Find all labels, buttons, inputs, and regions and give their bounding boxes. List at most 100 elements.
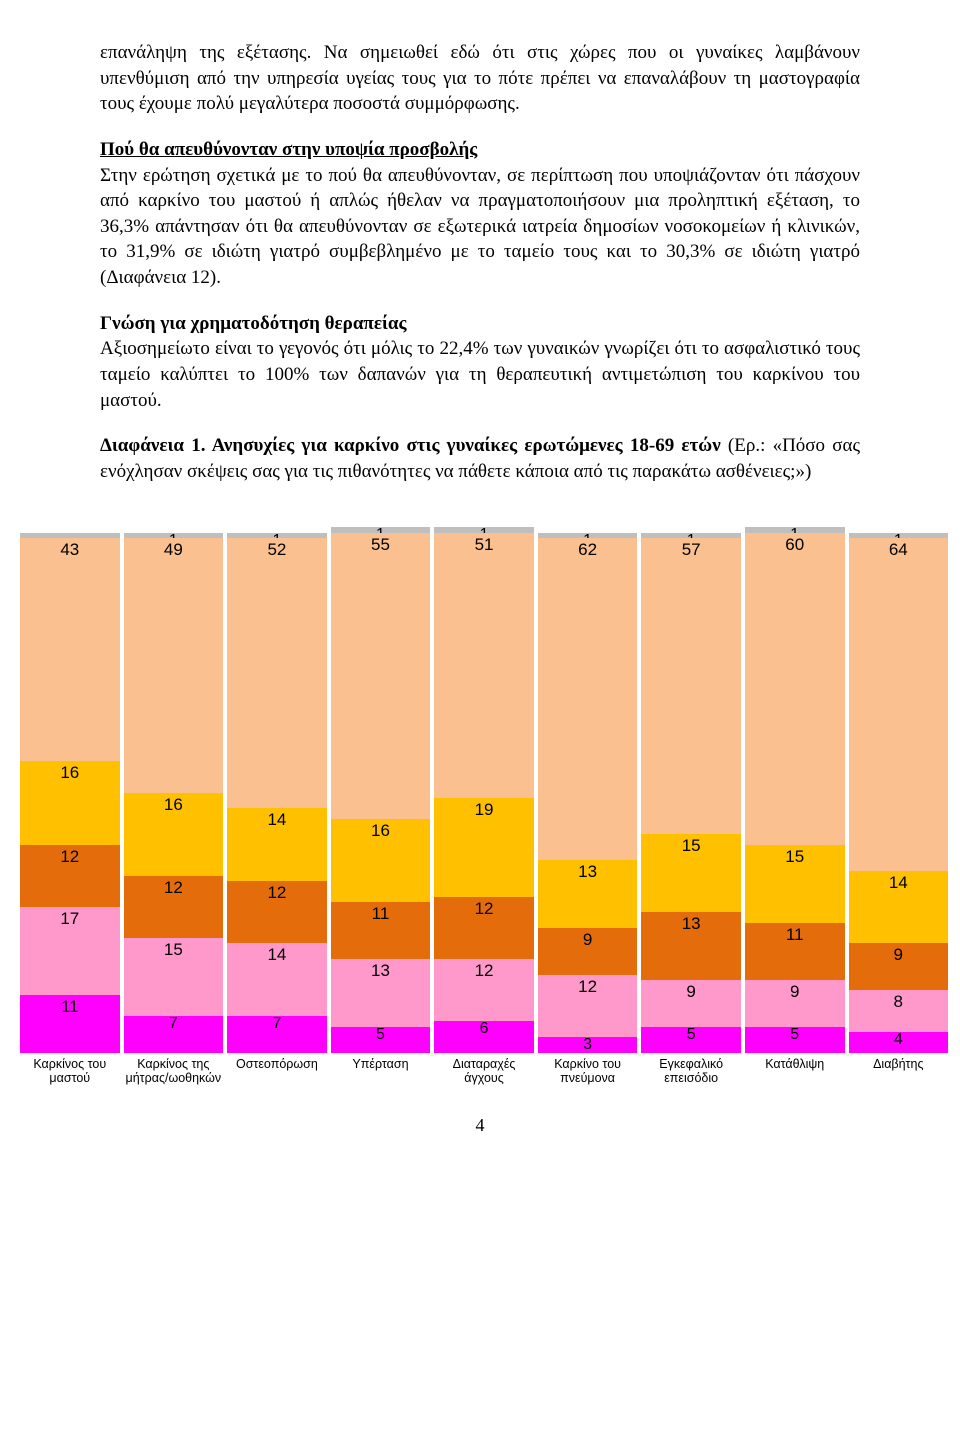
figure-caption: Διαφάνεια 1. Ανησυχίες για καρκίνο στις …: [100, 433, 860, 484]
bar-column: 157151395: [641, 513, 741, 1053]
bar-column: 162139123: [538, 513, 638, 1053]
segment-value: 12: [434, 899, 534, 919]
segment-value: 9: [849, 945, 949, 965]
bar-segment-katholou: 51: [434, 533, 534, 798]
bar-segment-metria: 12: [227, 881, 327, 943]
bar-segment-metria: 12: [20, 845, 120, 907]
category-label: Οστεοπόρωση: [225, 1057, 329, 1086]
segment-value: 15: [641, 836, 741, 856]
segment-value: 55: [331, 535, 431, 555]
bar-segment-metria: 13: [641, 912, 741, 980]
bar-segment-ypervolika: 6: [434, 1021, 534, 1052]
segment-value: 14: [227, 810, 327, 830]
bar-segment-ligo: 19: [434, 798, 534, 897]
bar-column: 1551611135: [331, 513, 431, 1053]
segment-value: 5: [331, 1026, 431, 1044]
segment-value: 43: [20, 540, 120, 560]
category-label: Καρκίνος του μαστού: [18, 1057, 122, 1086]
segment-value: 16: [124, 795, 224, 815]
segment-value: 13: [641, 914, 741, 934]
bar-segment-metria: 11: [331, 902, 431, 959]
category-label: Διαβήτης: [847, 1057, 951, 1086]
bar-segment-ypervolika: 5: [641, 1027, 741, 1053]
bar-column: 160151195: [745, 513, 845, 1053]
segment-value: 13: [331, 961, 431, 981]
bar-segment-ypervolika: 7: [124, 1016, 224, 1052]
bar-segment-ligo: 14: [849, 871, 949, 944]
bar-segment-katholou: 52: [227, 538, 327, 808]
figure-caption-bold: Διαφάνεια 1. Ανησυχίες για καρκίνο στις …: [100, 435, 721, 456]
bar-segment-arketa: 15: [124, 938, 224, 1016]
worry-chart: 4316121711149161215715214121471551611135…: [18, 513, 950, 1053]
segment-value: 62: [538, 540, 638, 560]
category-label: Καρκίνο του πνεύμονα: [536, 1057, 640, 1086]
bar-segment-arketa: 14: [227, 943, 327, 1016]
segment-value: 12: [538, 977, 638, 997]
segment-value: 4: [849, 1031, 949, 1049]
segment-value: 6: [434, 1020, 534, 1038]
bar-segment-ligo: 15: [641, 834, 741, 912]
segment-value: 57: [641, 540, 741, 560]
bar-column: 1491612157: [124, 513, 224, 1053]
bar-segment-katholou: 60: [745, 533, 845, 845]
segment-value: 16: [20, 763, 120, 783]
bar-segment-ligo: 16: [124, 793, 224, 876]
bar-segment-ligo: 16: [20, 761, 120, 844]
bar-segment-katholou: 49: [124, 538, 224, 793]
bar-segment-ypervolika: 5: [331, 1027, 431, 1053]
bar-segment-metria: 9: [538, 928, 638, 975]
segment-value: 60: [745, 535, 845, 555]
bar-segment-arketa: 17: [20, 907, 120, 995]
section-title-where: Πού θα απευθύνονταν στην υποψία προσβολή…: [100, 137, 860, 163]
bar-segment-ligo: 16: [331, 819, 431, 902]
bar-segment-arketa: 9: [745, 980, 845, 1027]
segment-value: 8: [849, 992, 949, 1012]
segment-value: 14: [849, 873, 949, 893]
bar-segment-metria: 12: [124, 876, 224, 938]
bar-column: 1521412147: [227, 513, 327, 1053]
segment-value: 16: [331, 821, 431, 841]
segment-value: 7: [227, 1015, 327, 1033]
category-label: Καρκίνος της μήτρας/ωοθηκών: [122, 1057, 226, 1086]
bar-segment-metria: 9: [849, 943, 949, 990]
bar-segment-metria: 11: [745, 923, 845, 980]
bar-segment-ligo: 14: [227, 808, 327, 881]
category-labels: Καρκίνος του μαστούΚαρκίνος της μήτρας/ω…: [18, 1057, 950, 1086]
segment-value: 12: [20, 847, 120, 867]
segment-value: 11: [20, 997, 120, 1017]
segment-value: 3: [538, 1036, 638, 1054]
bar-segment-katholou: 43: [20, 538, 120, 762]
segment-value: 13: [538, 862, 638, 882]
bar-segment-katholou: 64: [849, 538, 949, 871]
paragraph-intro: επανάληψη της εξέτασης. Να σημειωθεί εδώ…: [100, 40, 860, 117]
bar-column: 43 16 12 1711: [20, 513, 120, 1053]
segment-value: 19: [434, 800, 534, 820]
bar-segment-ligo: 15: [745, 845, 845, 923]
bar-segment-katholou: 55: [331, 533, 431, 819]
segment-value: 9: [538, 930, 638, 950]
bar-segment-katholou: 57: [641, 538, 741, 834]
category-label: Κατάθλιψη: [743, 1057, 847, 1086]
category-label: Εγκεφαλικό επεισόδιο: [639, 1057, 743, 1086]
bar-segment-arketa: 12: [538, 975, 638, 1037]
segment-value: 52: [227, 540, 327, 560]
segment-value: 12: [434, 961, 534, 981]
category-label: Υπέρταση: [329, 1057, 433, 1086]
bar-segment-arketa: 13: [331, 959, 431, 1027]
bar-segment-ypervolika: 11: [20, 995, 120, 1052]
bar-segment-arketa: 12: [434, 959, 534, 1021]
paragraph-where: Στην ερώτηση σχετικά με το πού θα απευθύ…: [100, 165, 860, 289]
bar-column: 16414984: [849, 513, 949, 1053]
segment-value: 12: [227, 883, 327, 903]
segment-value: 51: [434, 535, 534, 555]
segment-value: 7: [124, 1015, 224, 1033]
segment-value: 64: [849, 540, 949, 560]
bar-segment-ligo: 13: [538, 860, 638, 928]
bar-segment-metria: 12: [434, 897, 534, 959]
segment-value: 5: [641, 1026, 741, 1044]
segment-value: 9: [745, 982, 845, 1002]
bar-segment-ypervolika: 3: [538, 1037, 638, 1053]
segment-value: 14: [227, 945, 327, 965]
segment-value: 15: [745, 847, 845, 867]
section-funding: Γνώση για χρηματοδότηση θεραπείας Αξιοση…: [100, 311, 860, 414]
